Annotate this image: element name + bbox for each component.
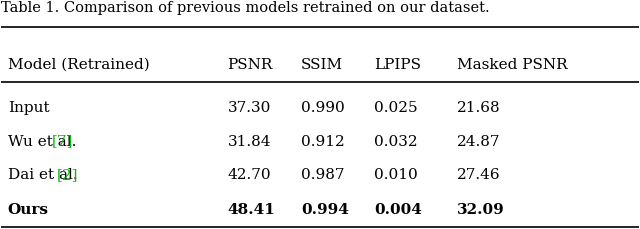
Text: Input: Input: [8, 101, 49, 114]
Text: 0.004: 0.004: [374, 202, 422, 216]
Text: 0.912: 0.912: [301, 134, 344, 148]
Text: 0.987: 0.987: [301, 167, 344, 181]
Text: Dai et al.: Dai et al.: [8, 167, 81, 181]
Text: 32.09: 32.09: [457, 202, 505, 216]
Text: 0.994: 0.994: [301, 202, 349, 216]
Text: 0.990: 0.990: [301, 101, 344, 114]
Text: 27.46: 27.46: [457, 167, 500, 181]
Text: 48.41: 48.41: [228, 202, 275, 216]
Text: 0.010: 0.010: [374, 167, 418, 181]
Text: Wu et al.: Wu et al.: [8, 134, 79, 148]
Text: [7]: [7]: [52, 134, 74, 148]
Text: 0.032: 0.032: [374, 134, 418, 148]
Text: 0.025: 0.025: [374, 101, 418, 114]
Text: [2]: [2]: [57, 167, 78, 181]
Text: 37.30: 37.30: [228, 101, 271, 114]
Text: Ours: Ours: [8, 202, 49, 216]
Text: Table 1. Comparison of previous models retrained on our dataset.: Table 1. Comparison of previous models r…: [1, 1, 490, 15]
Text: SSIM: SSIM: [301, 58, 343, 72]
Text: 31.84: 31.84: [228, 134, 271, 148]
Text: Model (Retrained): Model (Retrained): [8, 58, 150, 72]
Text: LPIPS: LPIPS: [374, 58, 421, 72]
Text: Masked PSNR: Masked PSNR: [457, 58, 568, 72]
Text: 42.70: 42.70: [228, 167, 271, 181]
Text: 24.87: 24.87: [457, 134, 500, 148]
Text: 21.68: 21.68: [457, 101, 500, 114]
Text: PSNR: PSNR: [228, 58, 273, 72]
